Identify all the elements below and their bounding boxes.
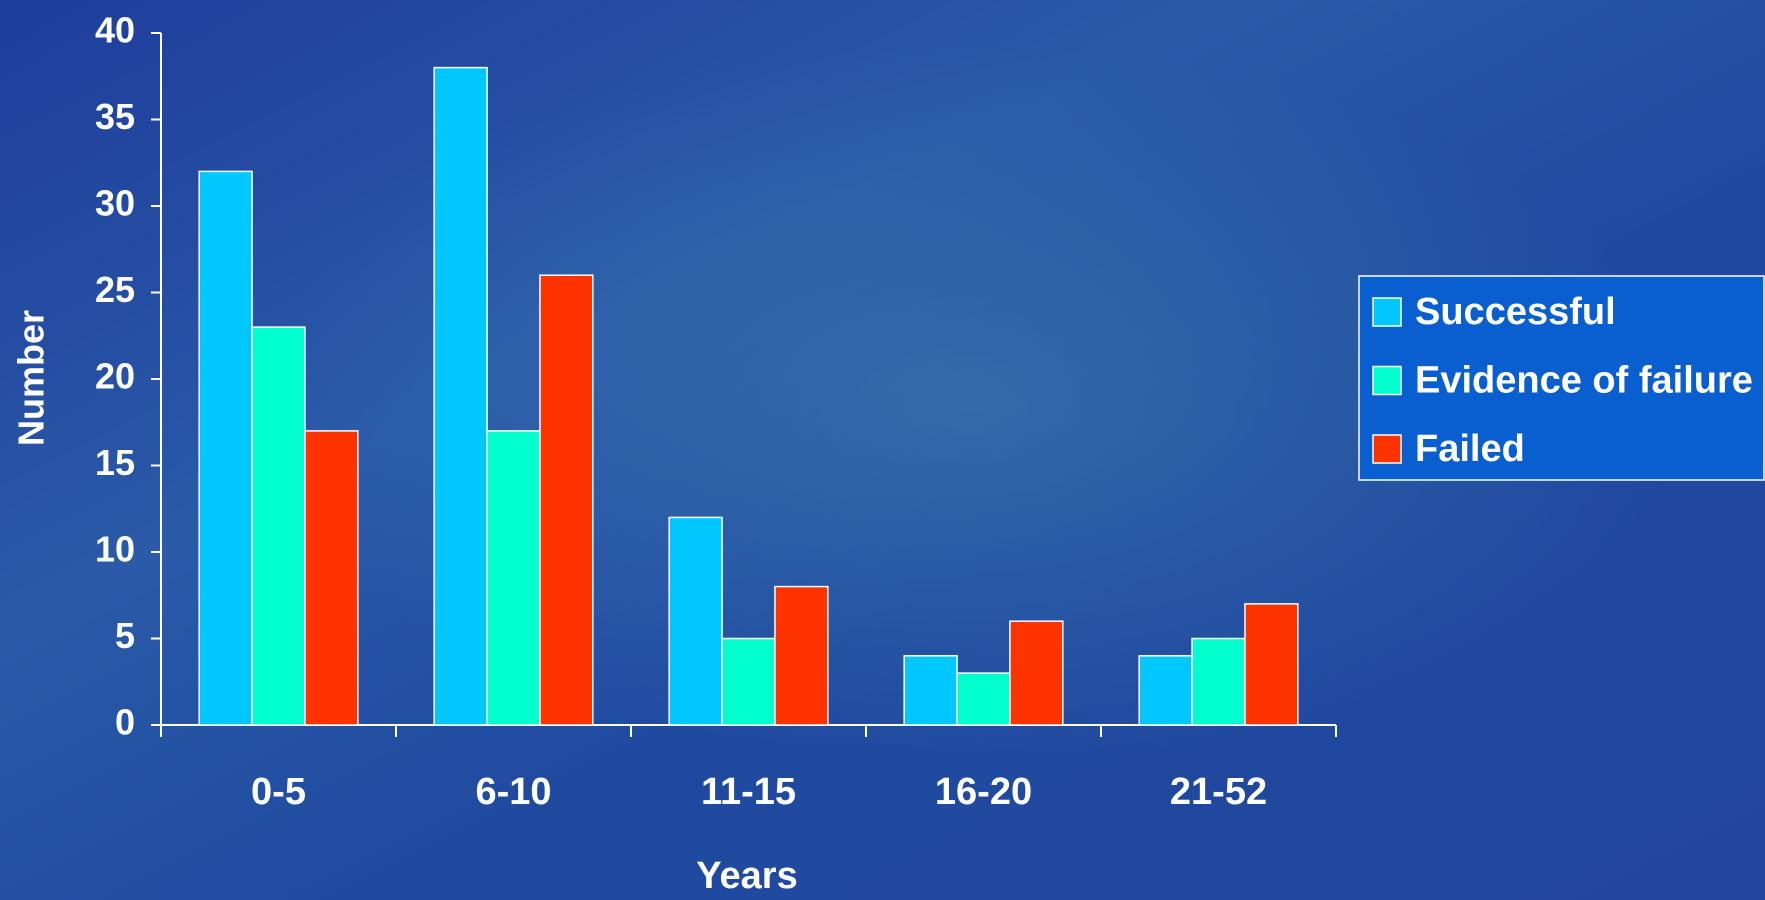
y-tick-label: 5 xyxy=(115,615,135,656)
bar xyxy=(1244,603,1299,726)
legend-swatch xyxy=(1372,365,1402,396)
bar xyxy=(1009,620,1064,726)
x-tick-label: 0-5 xyxy=(251,771,306,813)
y-tick-label: 35 xyxy=(95,96,135,137)
legend-box xyxy=(1358,275,1765,481)
bar xyxy=(539,274,594,726)
bar xyxy=(1191,637,1246,726)
x-tick-label: 21-52 xyxy=(1170,771,1267,813)
x-tick-label: 11-15 xyxy=(701,771,796,813)
legend-label: Failed xyxy=(1415,428,1525,470)
bar xyxy=(251,326,306,726)
bar xyxy=(433,66,488,726)
legend-label: Evidence of failure xyxy=(1415,360,1753,402)
y-tick-label: 15 xyxy=(95,442,135,483)
bar xyxy=(486,430,541,726)
y-tick-label: 20 xyxy=(95,356,135,397)
bar xyxy=(668,516,723,726)
x-tick-label: 16-20 xyxy=(935,771,1032,813)
y-tick-label: 10 xyxy=(95,529,135,570)
legend-label: Successful xyxy=(1415,291,1616,333)
y-tick-label: 40 xyxy=(95,10,135,51)
bar xyxy=(304,430,359,726)
y-tick-label: 25 xyxy=(95,269,135,310)
y-tick-label: 30 xyxy=(95,183,135,224)
bar xyxy=(198,170,253,726)
bar xyxy=(903,655,958,726)
bar xyxy=(1138,655,1193,726)
bar xyxy=(956,672,1011,726)
x-axis-title: Years xyxy=(696,855,797,897)
y-axis-title: Number xyxy=(11,310,52,446)
y-tick-label: 0 xyxy=(115,702,135,743)
bar xyxy=(774,585,829,726)
x-tick-label: 6-10 xyxy=(475,771,551,813)
bar xyxy=(721,637,776,726)
legend-swatch xyxy=(1372,434,1402,464)
legend-swatch xyxy=(1372,297,1402,327)
